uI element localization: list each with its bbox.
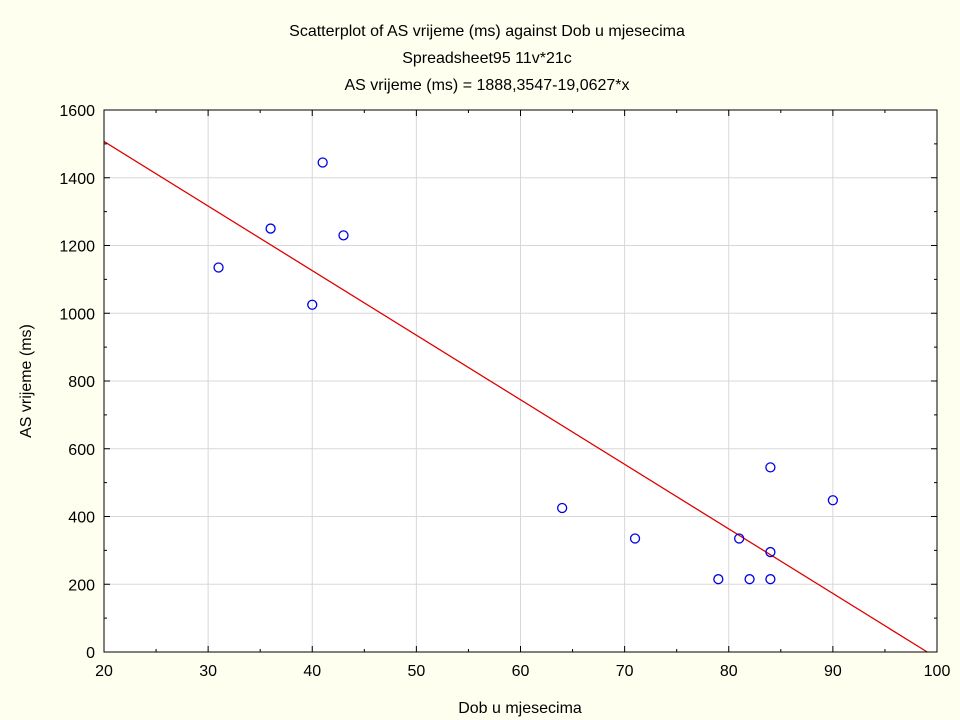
x-tick-label: 60 <box>512 663 530 680</box>
data-point <box>307 299 318 310</box>
data-point <box>338 230 349 241</box>
x-tick-label: 40 <box>303 663 321 680</box>
fit-line-layer <box>103 140 928 653</box>
data-point <box>557 502 568 514</box>
y-tick-label: 1400 <box>59 171 95 188</box>
x-tick-label: 80 <box>720 663 738 680</box>
data-point <box>629 533 641 544</box>
data-point <box>317 157 328 168</box>
data-point <box>713 574 724 585</box>
x-tick-label: 30 <box>199 663 217 680</box>
x-axis-label: Dob u mjesecima <box>458 700 582 717</box>
data-point <box>765 462 776 473</box>
data-point <box>744 574 755 585</box>
y-tick-label: 800 <box>68 374 95 391</box>
y-tick-label: 400 <box>68 510 95 527</box>
fit-equation: AS vrijeme (ms) = 1888,3547-19,0627*x <box>344 77 629 94</box>
axes: 20 30 40 50 60 70 80 90 100020040060080010001200… <box>59 103 950 680</box>
y-tick-label: 1600 <box>59 103 95 120</box>
y-axis-label: AS vrijeme (ms) <box>18 324 35 438</box>
points-layer <box>213 157 839 585</box>
data-point <box>827 495 839 506</box>
x-tick-label: 50 <box>407 663 425 680</box>
data-point <box>765 574 776 585</box>
chart-title: Scatterplot of AS vrijeme (ms) against D… <box>289 23 685 40</box>
data-point <box>734 533 745 544</box>
data-point <box>765 546 776 558</box>
y-tick-label: 0 <box>86 645 95 662</box>
x-tick-label: 100 <box>924 663 951 680</box>
y-tick-label: 1200 <box>59 239 95 256</box>
fit-line <box>103 140 928 653</box>
x-tick-label: 70 <box>616 663 634 680</box>
chart-subtitle: Spreadsheet95 11v*21c <box>402 50 572 67</box>
grid <box>104 110 937 652</box>
data-point <box>265 223 276 234</box>
x-tick-label: 90 <box>824 663 842 680</box>
y-tick-label: 200 <box>68 577 95 594</box>
y-tick-label: 600 <box>68 442 95 459</box>
data-point <box>213 262 224 273</box>
x-tick-label: 20 <box>95 663 113 680</box>
y-tick-label: 1000 <box>59 306 95 323</box>
